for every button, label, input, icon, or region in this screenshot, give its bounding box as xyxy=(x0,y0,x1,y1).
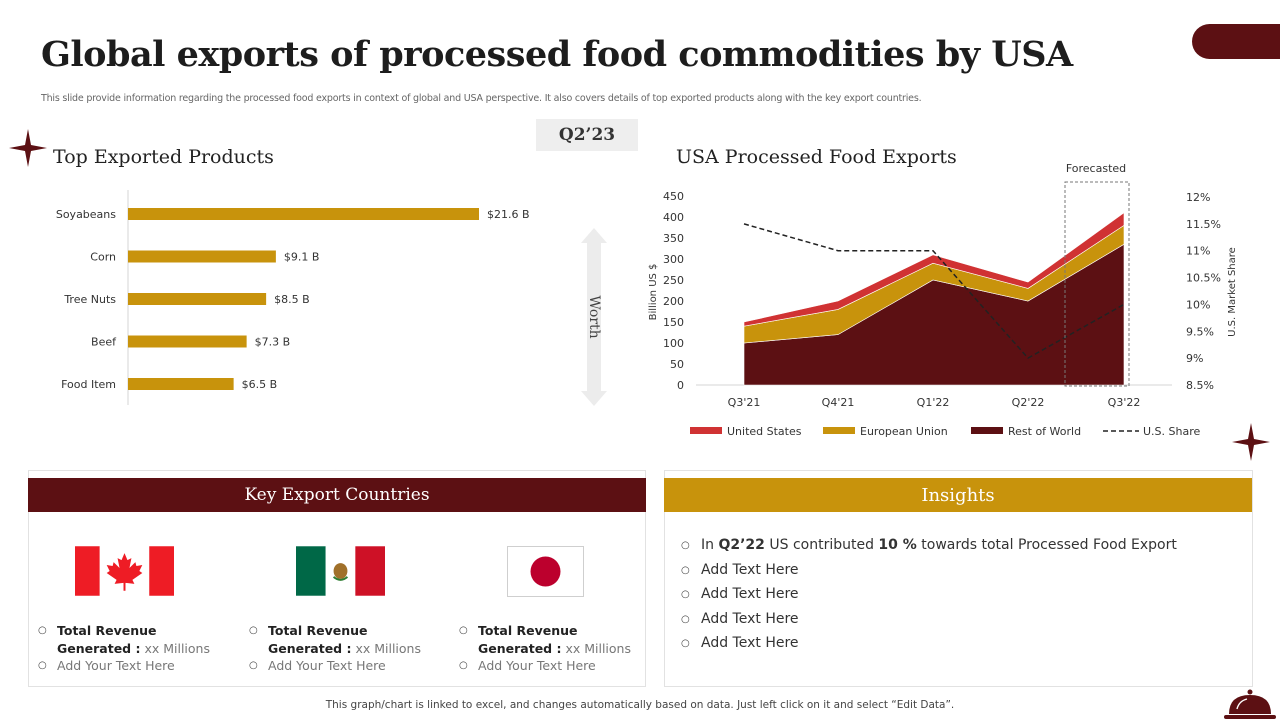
revenue-note: Add Your Text Here xyxy=(478,658,596,673)
cloche-icon xyxy=(1224,689,1276,719)
y2-tick-label: 10% xyxy=(1186,298,1210,311)
y-tick-label: 50 xyxy=(670,358,684,371)
y2-tick-label: 10.5% xyxy=(1186,272,1221,285)
y-tick-label: 400 xyxy=(663,211,684,224)
country-revenue-japan: ○ Total Revenue Generated : xx Millions … xyxy=(459,623,631,673)
y-axis-title: Billion US $ xyxy=(648,264,659,321)
revenue-label: Total Revenue xyxy=(478,623,578,638)
legend-swatch xyxy=(823,427,855,434)
revenue-note: Add Your Text Here xyxy=(57,658,175,673)
insights-header: Insights xyxy=(664,478,1252,512)
x-tick-label: Q2'22 xyxy=(1012,396,1045,409)
y2-tick-label: 8.5% xyxy=(1186,379,1214,392)
generated-label: Generated : xyxy=(57,640,141,656)
area-series[interactable] xyxy=(743,212,1125,327)
page-title: Global exports of processed food commodi… xyxy=(41,34,1073,75)
y2-tick-label: 11.5% xyxy=(1186,218,1221,231)
corner-decoration xyxy=(1192,24,1280,59)
insight-item: ○ Add Text Here xyxy=(681,561,799,578)
exports-area-chart[interactable]: 0 50 100 150 200 250 300 350 400 450 8.5% 9% 9.5% 10%… xyxy=(640,160,1280,450)
revenue-value: xx Millions xyxy=(355,640,421,656)
bar-category-label: Soyabeans xyxy=(56,208,116,221)
bar-value-label: $6.5 B xyxy=(242,378,278,391)
legend-label: Rest of World xyxy=(1008,425,1081,438)
generated-label: Generated : xyxy=(478,640,562,656)
canada-flag-icon xyxy=(75,546,174,596)
mexico-flag-icon xyxy=(296,546,385,596)
revenue-note: Add Your Text Here xyxy=(268,658,386,673)
y-tick-label: 450 xyxy=(663,190,684,203)
revenue-label: Total Revenue xyxy=(268,623,368,638)
y-tick-label: 0 xyxy=(677,379,684,392)
insight-item: ○ Add Text Here xyxy=(681,635,799,651)
revenue-value: xx Millions xyxy=(144,640,210,656)
bar-category-label: Food Item xyxy=(61,378,116,391)
legend-swatch xyxy=(971,427,1003,434)
key-countries-panel xyxy=(28,470,646,687)
star-icon xyxy=(9,129,47,167)
forecast-label: Forecasted xyxy=(1066,162,1126,175)
bar-value-label: $7.3 B xyxy=(255,336,291,349)
y-tick-label: 250 xyxy=(663,274,684,287)
forecast-box xyxy=(1064,181,1130,387)
us-share-line[interactable] xyxy=(743,223,1125,360)
bar-category-label: Corn xyxy=(90,251,116,264)
bar[interactable] xyxy=(128,208,479,220)
japan-flag-icon xyxy=(507,546,584,597)
revenue-label: Total Revenue xyxy=(57,623,157,638)
insight-item: ○ Add Text Here xyxy=(681,586,799,602)
y-tick-label: 300 xyxy=(663,253,684,266)
y-tick-label: 350 xyxy=(663,232,684,245)
insight-item: ○ Add Text Here xyxy=(681,610,799,627)
exports-chart-title: USA Processed Food Exports xyxy=(676,146,957,168)
worth-label: Worth xyxy=(586,295,602,338)
bar[interactable] xyxy=(128,250,276,263)
bar[interactable] xyxy=(128,293,267,305)
top-products-title: Top Exported Products xyxy=(53,146,274,168)
y2-tick-label: 12% xyxy=(1186,191,1210,204)
legend-label: European Union xyxy=(860,425,948,438)
country-revenue-canada: ○ Total Revenue Generated : xx Millions … xyxy=(38,623,210,673)
bar[interactable] xyxy=(128,378,234,390)
generated-label: Generated : xyxy=(268,640,352,656)
legend-label: United States xyxy=(727,425,802,438)
bar-value-label: $8.5 B xyxy=(274,293,310,306)
y-tick-label: 100 xyxy=(663,337,684,350)
quarter-badge: Q2’23 xyxy=(536,119,638,151)
bar-value-label: $21.6 B xyxy=(487,208,530,221)
page-subtitle: This slide provide information regarding… xyxy=(41,93,922,104)
y2-tick-label: 11% xyxy=(1186,245,1210,258)
y-tick-label: 200 xyxy=(663,295,684,308)
star-icon xyxy=(1232,423,1270,461)
x-tick-label: Q4'21 xyxy=(822,396,855,409)
y-tick-label: 150 xyxy=(663,316,684,329)
top-products-bar-chart[interactable]: Soyabeans $21.6 B Corn $9.1 B Tree Nuts $8.5 … xyxy=(0,190,640,420)
x-tick-label: Q3'22 xyxy=(1108,396,1141,409)
bar-category-label: Tree Nuts xyxy=(63,293,116,306)
country-revenue-mexico: ○ Total Revenue Generated : xx Millions … xyxy=(249,623,421,673)
x-tick-label: Q3'21 xyxy=(728,396,761,409)
footer-note: This graph/chart is linked to excel, and… xyxy=(325,699,955,711)
legend-label: U.S. Share xyxy=(1143,425,1200,438)
y2-tick-label: 9% xyxy=(1186,352,1203,365)
revenue-value: xx Millions xyxy=(565,640,631,656)
y2-tick-label: 9.5% xyxy=(1186,325,1214,338)
bar-category-label: Beef xyxy=(91,336,117,349)
insight-item: ○ In Q2’22 US contributed 10 % towards to… xyxy=(681,537,1177,553)
legend-swatch xyxy=(690,427,722,434)
insights-list: ○ In Q2’22 US contributed 10 % towards to… xyxy=(681,537,1177,660)
bar[interactable] xyxy=(128,335,247,348)
key-countries-header: Key Export Countries xyxy=(28,478,646,512)
x-tick-label: Q1'22 xyxy=(917,396,950,409)
bar-value-label: $9.1 B xyxy=(284,251,320,264)
worth-arrow: Worth xyxy=(581,228,607,406)
insights-panel xyxy=(664,470,1253,687)
y2-axis-title: U.S. Market Share xyxy=(1227,247,1238,337)
